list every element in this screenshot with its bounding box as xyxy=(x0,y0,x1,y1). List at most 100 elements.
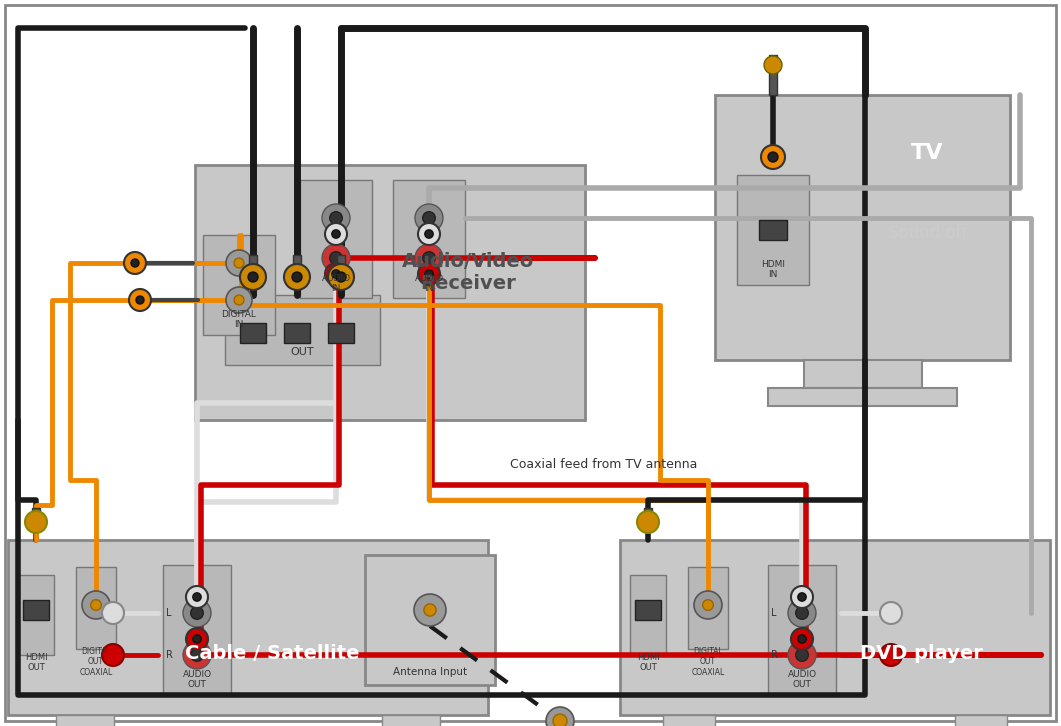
Circle shape xyxy=(418,223,440,245)
Text: Antenna Input: Antenna Input xyxy=(393,667,467,677)
Circle shape xyxy=(226,287,253,313)
Circle shape xyxy=(798,593,806,601)
Bar xyxy=(737,175,808,285)
Circle shape xyxy=(191,649,204,661)
Circle shape xyxy=(694,591,721,619)
Text: DIGITAL
OUT
COAXIAL: DIGITAL OUT COAXIAL xyxy=(80,647,112,677)
Circle shape xyxy=(129,289,151,311)
Bar xyxy=(32,508,40,522)
Circle shape xyxy=(102,602,124,624)
Text: L: L xyxy=(771,608,777,618)
Circle shape xyxy=(321,204,350,232)
Circle shape xyxy=(284,264,310,290)
Text: HDMI
IN: HDMI IN xyxy=(761,260,785,279)
Circle shape xyxy=(328,264,354,290)
Circle shape xyxy=(102,644,124,666)
Text: Audio/Video
Receiver: Audio/Video Receiver xyxy=(402,252,534,293)
Text: DIGITAL
OUT
COAXIAL: DIGITAL OUT COAXIAL xyxy=(692,647,725,677)
Text: HDMI
OUT: HDMI OUT xyxy=(24,653,48,672)
Circle shape xyxy=(764,56,782,74)
Text: OUT: OUT xyxy=(291,347,314,357)
Circle shape xyxy=(90,600,101,611)
Bar xyxy=(663,715,715,726)
Circle shape xyxy=(796,607,808,619)
Circle shape xyxy=(792,586,813,608)
Circle shape xyxy=(768,152,778,162)
Text: Coaxial feed from TV antenna: Coaxial feed from TV antenna xyxy=(510,459,697,471)
Circle shape xyxy=(136,296,144,304)
Circle shape xyxy=(131,259,139,267)
Circle shape xyxy=(82,591,110,619)
Bar xyxy=(225,295,380,365)
Circle shape xyxy=(414,594,446,626)
Circle shape xyxy=(422,252,435,264)
Bar xyxy=(365,555,495,685)
Circle shape xyxy=(292,272,302,282)
Circle shape xyxy=(182,641,211,669)
Circle shape xyxy=(193,593,202,601)
Circle shape xyxy=(325,223,347,245)
Text: AUDIO
IN: AUDIO IN xyxy=(321,274,350,293)
Bar xyxy=(688,567,728,649)
Circle shape xyxy=(226,250,253,276)
Text: AUDIO
OUT: AUDIO OUT xyxy=(182,669,211,689)
Bar xyxy=(620,540,1050,715)
Bar xyxy=(328,323,354,343)
Circle shape xyxy=(321,244,350,272)
Bar xyxy=(382,715,440,726)
Bar xyxy=(284,323,310,343)
Bar xyxy=(203,235,275,335)
Bar xyxy=(163,565,231,695)
Text: HDMI
OUT: HDMI OUT xyxy=(637,653,659,672)
Circle shape xyxy=(880,644,902,666)
Circle shape xyxy=(415,204,443,232)
Circle shape xyxy=(336,272,346,282)
Bar xyxy=(249,255,257,277)
Circle shape xyxy=(186,628,208,650)
Bar xyxy=(803,360,922,388)
Text: R: R xyxy=(771,650,778,660)
Bar xyxy=(293,255,301,277)
Bar xyxy=(759,220,787,240)
Text: DVD player: DVD player xyxy=(859,644,982,664)
Circle shape xyxy=(332,230,341,238)
Circle shape xyxy=(761,145,785,169)
Bar xyxy=(240,323,266,343)
Text: DIGITAL
IN: DIGITAL IN xyxy=(222,309,257,329)
Text: R: R xyxy=(166,650,173,660)
Circle shape xyxy=(788,599,816,627)
Circle shape xyxy=(553,714,567,726)
Circle shape xyxy=(248,272,258,282)
Circle shape xyxy=(424,270,433,278)
Bar xyxy=(8,540,488,715)
Circle shape xyxy=(186,586,208,608)
Circle shape xyxy=(240,264,266,290)
Text: L: L xyxy=(166,608,172,618)
Bar xyxy=(769,55,777,95)
Bar xyxy=(300,180,372,298)
Bar xyxy=(955,715,1007,726)
Circle shape xyxy=(330,212,343,224)
Bar xyxy=(18,575,54,655)
Circle shape xyxy=(25,511,47,533)
Circle shape xyxy=(193,635,202,643)
Text: Cable / Satellite: Cable / Satellite xyxy=(185,644,360,664)
Bar xyxy=(644,508,653,522)
Circle shape xyxy=(182,599,211,627)
Circle shape xyxy=(424,604,436,616)
Circle shape xyxy=(418,263,440,285)
Circle shape xyxy=(332,270,341,278)
Circle shape xyxy=(234,258,244,268)
Bar xyxy=(23,600,49,620)
Bar xyxy=(715,95,1010,360)
Circle shape xyxy=(124,252,146,274)
Circle shape xyxy=(234,295,244,305)
Bar xyxy=(768,565,836,695)
Circle shape xyxy=(422,212,435,224)
Circle shape xyxy=(880,602,902,624)
Circle shape xyxy=(415,244,443,272)
Circle shape xyxy=(798,635,806,643)
Text: AUDIO
OUT: AUDIO OUT xyxy=(787,669,817,689)
Circle shape xyxy=(796,649,808,661)
Bar xyxy=(195,165,585,420)
